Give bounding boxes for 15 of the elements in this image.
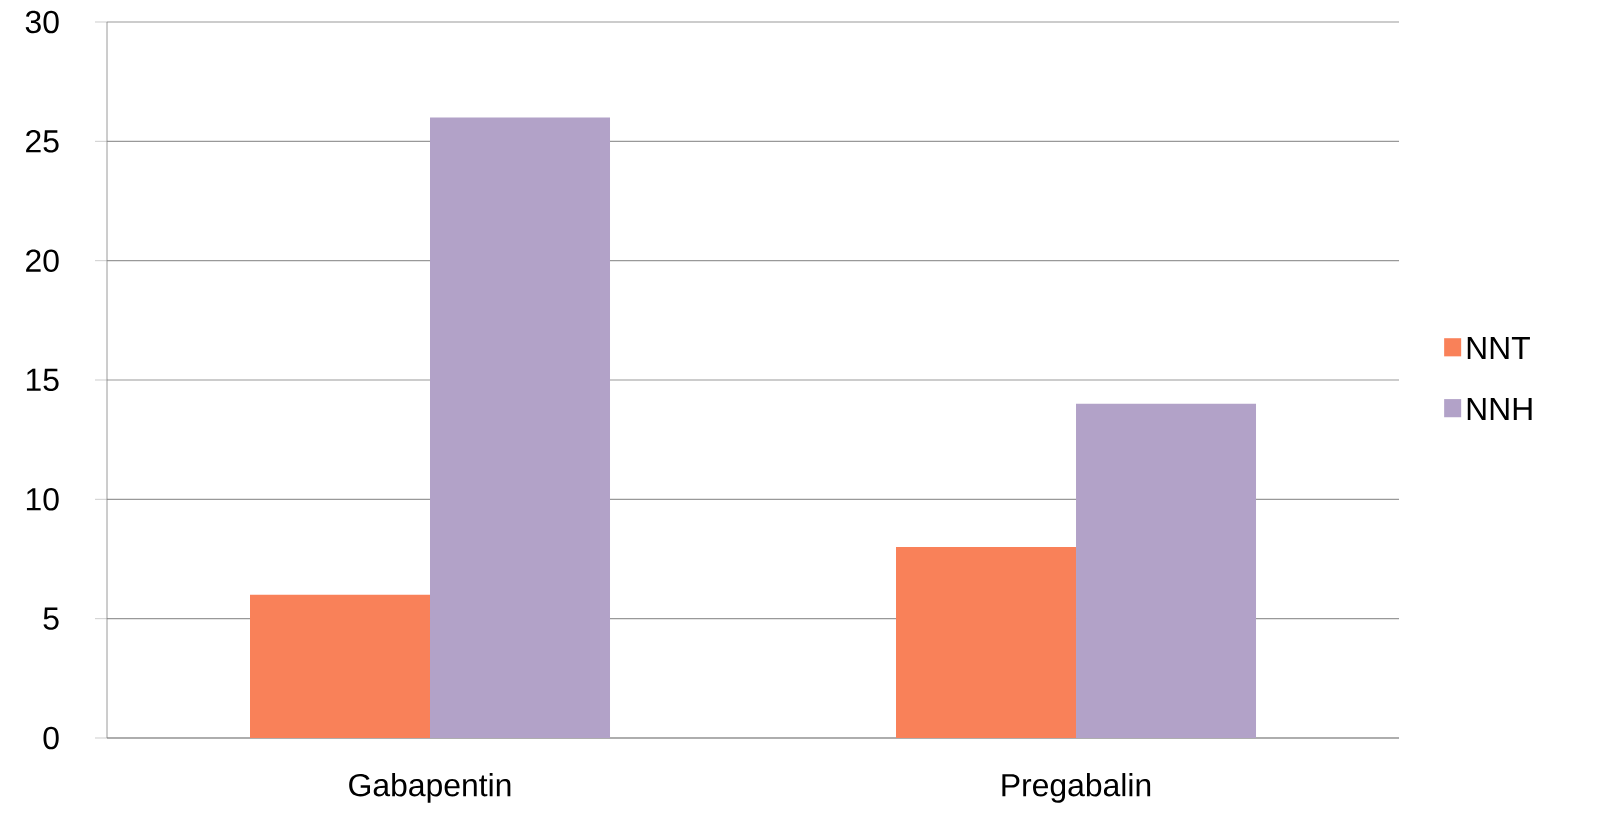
legend-label: NNT [1467, 337, 1530, 360]
x-tick-label: Gabapentin [349, 773, 511, 803]
y-tick-label: 30 [25, 10, 59, 34]
x-tick-label: Pregabalin [1002, 773, 1151, 803]
bar [896, 547, 1077, 738]
bar [430, 117, 611, 738]
y-tick-label: 15 [26, 368, 59, 392]
y-tick-label: 10 [26, 488, 59, 511]
bar [250, 594, 431, 738]
y-tick-label: 0 [43, 726, 59, 750]
bar [1076, 403, 1257, 738]
y-tick-label: 25 [26, 130, 59, 153]
y-tick-label: 5 [43, 607, 59, 630]
y-tick-label: 20 [26, 249, 59, 272]
legend-label: NNH [1467, 397, 1532, 420]
